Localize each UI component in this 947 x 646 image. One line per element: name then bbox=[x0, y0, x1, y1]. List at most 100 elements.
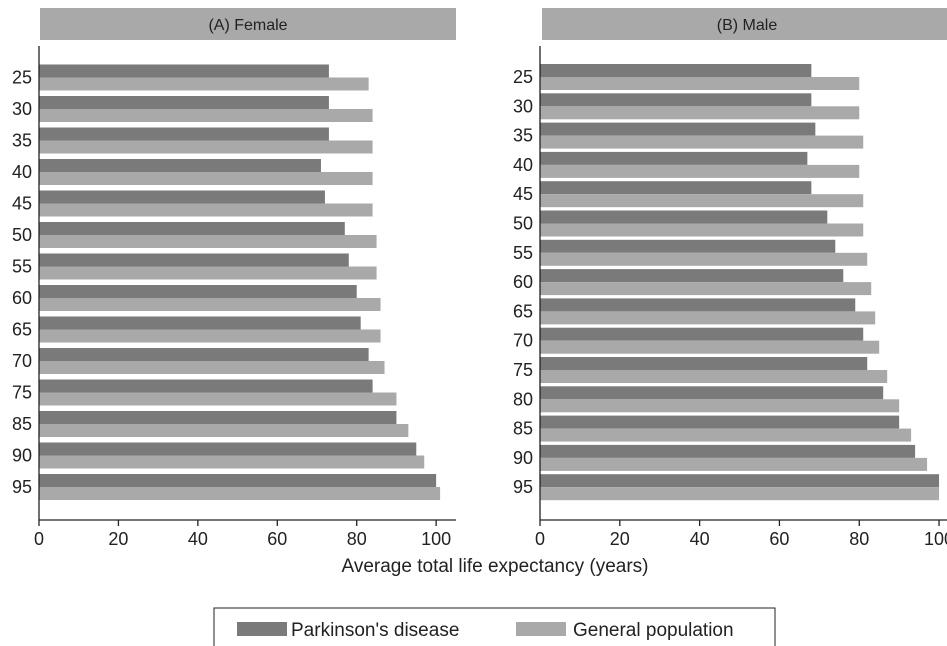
x-tick-label: 40 bbox=[188, 529, 208, 549]
bar-parkinsons bbox=[540, 444, 916, 458]
y-tick-label: 70 bbox=[12, 351, 32, 371]
bar-parkinsons bbox=[540, 239, 836, 253]
y-tick-label: 30 bbox=[12, 99, 32, 119]
bar-parkinsons bbox=[540, 269, 844, 283]
x-tick-label: 100 bbox=[924, 529, 947, 549]
y-tick-label: 50 bbox=[513, 214, 533, 234]
y-tick-label: 65 bbox=[513, 301, 533, 321]
bar-parkinsons bbox=[39, 190, 325, 204]
bar-parkinsons bbox=[39, 379, 373, 393]
y-tick-label: 25 bbox=[12, 68, 32, 88]
bar-general-population bbox=[39, 487, 441, 500]
bar-parkinsons bbox=[39, 253, 349, 267]
bar-general-population bbox=[39, 140, 373, 154]
legend: Parkinson's disease General population bbox=[213, 607, 776, 646]
x-tick-label: 40 bbox=[690, 529, 710, 549]
bar-general-population bbox=[39, 172, 373, 185]
bar-parkinsons bbox=[39, 442, 417, 456]
bar-general-population bbox=[39, 266, 377, 280]
y-tick-label: 95 bbox=[513, 477, 533, 497]
bar-general-population bbox=[39, 424, 409, 437]
bar-parkinsons bbox=[39, 64, 329, 78]
bar-general-population bbox=[39, 361, 385, 374]
bar-parkinsons bbox=[39, 127, 329, 141]
y-tick-label: 90 bbox=[513, 448, 533, 468]
y-tick-label: 40 bbox=[513, 155, 533, 175]
bar-general-population bbox=[540, 457, 928, 471]
bar-general-population bbox=[39, 77, 369, 91]
bar-general-population bbox=[540, 282, 872, 296]
bar-general-population bbox=[540, 370, 888, 383]
bar-parkinsons bbox=[540, 386, 884, 400]
legend-box bbox=[213, 607, 776, 646]
y-tick-label: 85 bbox=[12, 414, 32, 434]
x-tick-label: 80 bbox=[347, 529, 367, 549]
bar-general-population bbox=[540, 223, 864, 237]
bar-parkinsons bbox=[540, 327, 864, 341]
bar-parkinsons bbox=[39, 348, 369, 361]
bar-general-population bbox=[540, 164, 860, 178]
bar-parkinsons bbox=[39, 96, 329, 109]
bar-general-population bbox=[39, 203, 373, 217]
y-tick-label: 45 bbox=[513, 184, 533, 204]
bar-general-population bbox=[540, 399, 900, 413]
bar-parkinsons bbox=[39, 159, 321, 172]
y-tick-label: 50 bbox=[12, 225, 32, 245]
y-tick-label: 25 bbox=[513, 67, 533, 87]
y-tick-label: 30 bbox=[513, 96, 533, 116]
bar-general-population bbox=[540, 311, 876, 325]
legend-label: General population bbox=[573, 620, 734, 641]
y-tick-label: 55 bbox=[12, 257, 32, 277]
y-tick-label: 75 bbox=[513, 360, 533, 380]
y-tick-label: 90 bbox=[12, 446, 32, 466]
panel-title: (A) Female bbox=[208, 17, 287, 34]
y-tick-label: 65 bbox=[12, 320, 32, 340]
y-tick-label: 40 bbox=[12, 162, 32, 182]
bar-parkinsons bbox=[540, 415, 900, 429]
bar-general-population bbox=[540, 194, 864, 208]
bar-general-population bbox=[39, 329, 381, 343]
y-tick-label: 45 bbox=[12, 194, 32, 214]
y-tick-label: 75 bbox=[12, 383, 32, 403]
y-tick-label: 60 bbox=[12, 288, 32, 308]
y-tick-label: 35 bbox=[12, 131, 32, 151]
x-tick-label: 20 bbox=[108, 529, 128, 549]
bar-parkinsons bbox=[39, 411, 397, 424]
bar-general-population bbox=[540, 487, 940, 501]
bar-general-population bbox=[39, 235, 377, 248]
panel-header bbox=[542, 8, 947, 40]
bar-parkinsons bbox=[540, 474, 940, 488]
y-tick-label: 55 bbox=[513, 243, 533, 263]
x-tick-label: 60 bbox=[267, 529, 287, 549]
y-tick-label: 80 bbox=[513, 389, 533, 409]
bar-general-population bbox=[39, 109, 373, 122]
bar-parkinsons bbox=[540, 151, 808, 165]
legend-swatch-general-population bbox=[516, 622, 566, 636]
x-tick-label: 20 bbox=[610, 529, 630, 549]
bar-parkinsons bbox=[39, 474, 437, 487]
legend-label: Parkinson's disease bbox=[291, 620, 459, 641]
x-axis-label: Average total life expectancy (years) bbox=[342, 556, 649, 577]
bar-parkinsons bbox=[39, 316, 361, 330]
x-tick-label: 0 bbox=[34, 529, 44, 549]
bar-parkinsons bbox=[39, 285, 357, 298]
bar-parkinsons bbox=[540, 122, 816, 136]
y-tick-label: 85 bbox=[513, 419, 533, 439]
bar-parkinsons bbox=[540, 93, 812, 107]
bar-parkinsons bbox=[540, 181, 812, 195]
bar-parkinsons bbox=[540, 357, 868, 370]
bar-parkinsons bbox=[540, 210, 828, 224]
bar-general-population bbox=[39, 392, 397, 406]
bar-general-population bbox=[540, 106, 860, 120]
x-tick-label: 0 bbox=[535, 529, 545, 549]
bar-parkinsons bbox=[540, 298, 856, 312]
bar-general-population bbox=[540, 252, 868, 266]
y-tick-label: 70 bbox=[513, 331, 533, 351]
bar-general-population bbox=[39, 298, 381, 311]
panel-male: (B) Male 25 30 35 40 45 50 55 60 65 70 75 80 85 90 95 0 2… bbox=[513, 8, 947, 549]
bar-parkinsons bbox=[39, 222, 345, 235]
x-tick-label: 100 bbox=[421, 529, 451, 549]
bar-general-population bbox=[540, 340, 880, 354]
x-tick-label: 60 bbox=[769, 529, 789, 549]
